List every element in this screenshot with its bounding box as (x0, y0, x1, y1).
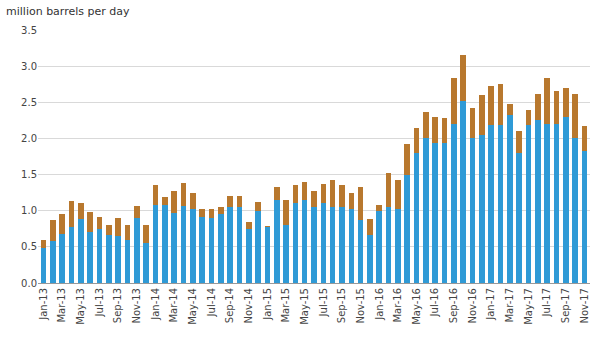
svg-text:0.0: 0.0 (21, 278, 37, 289)
svg-text:Mar-16: Mar-16 (392, 288, 403, 323)
svg-text:Mar-17: Mar-17 (504, 288, 515, 323)
svg-text:May-13: May-13 (75, 288, 86, 325)
svg-text:2.5: 2.5 (21, 97, 37, 108)
svg-text:Sep-17: Sep-17 (560, 288, 571, 323)
svg-text:1.5: 1.5 (21, 169, 37, 180)
svg-text:million barrels per day: million barrels per day (6, 5, 130, 18)
svg-text:Jul-13: Jul-13 (94, 288, 105, 317)
svg-text:0.5: 0.5 (21, 241, 37, 252)
svg-text:Jul-14: Jul-14 (206, 288, 217, 317)
svg-text:2.0: 2.0 (21, 133, 37, 144)
svg-text:Jan-14: Jan-14 (150, 288, 161, 321)
svg-text:Nov-16: Nov-16 (467, 288, 478, 324)
svg-text:Sep-13: Sep-13 (112, 288, 123, 323)
svg-text:Mar-15: Mar-15 (280, 288, 291, 323)
svg-text:Jan-16: Jan-16 (374, 288, 385, 321)
svg-text:Sep-16: Sep-16 (448, 288, 459, 323)
svg-text:May-16: May-16 (411, 288, 422, 325)
svg-text:Nov-17: Nov-17 (579, 288, 590, 324)
svg-text:May-14: May-14 (187, 288, 198, 325)
svg-text:Jul-15: Jul-15 (318, 288, 329, 317)
svg-text:Sep-14: Sep-14 (224, 288, 235, 323)
svg-text:Mar-13: Mar-13 (56, 288, 67, 323)
svg-text:Sep-15: Sep-15 (336, 288, 347, 323)
svg-text:1.0: 1.0 (21, 205, 37, 216)
svg-text:Jul-16: Jul-16 (429, 288, 440, 317)
svg-text:Jan-13: Jan-13 (38, 288, 49, 321)
svg-text:Jan-15: Jan-15 (262, 288, 273, 321)
svg-text:May-17: May-17 (523, 288, 534, 325)
svg-text:May-15: May-15 (299, 288, 310, 325)
svg-text:Nov-15: Nov-15 (355, 288, 366, 324)
svg-text:Nov-14: Nov-14 (243, 288, 254, 324)
svg-text:3.0: 3.0 (21, 61, 37, 72)
svg-text:Nov-13: Nov-13 (131, 288, 142, 324)
svg-text:3.5: 3.5 (21, 25, 37, 36)
svg-text:Mar-14: Mar-14 (168, 288, 179, 323)
svg-text:Jul-17: Jul-17 (541, 288, 552, 317)
svg-text:Jan-17: Jan-17 (485, 288, 496, 321)
